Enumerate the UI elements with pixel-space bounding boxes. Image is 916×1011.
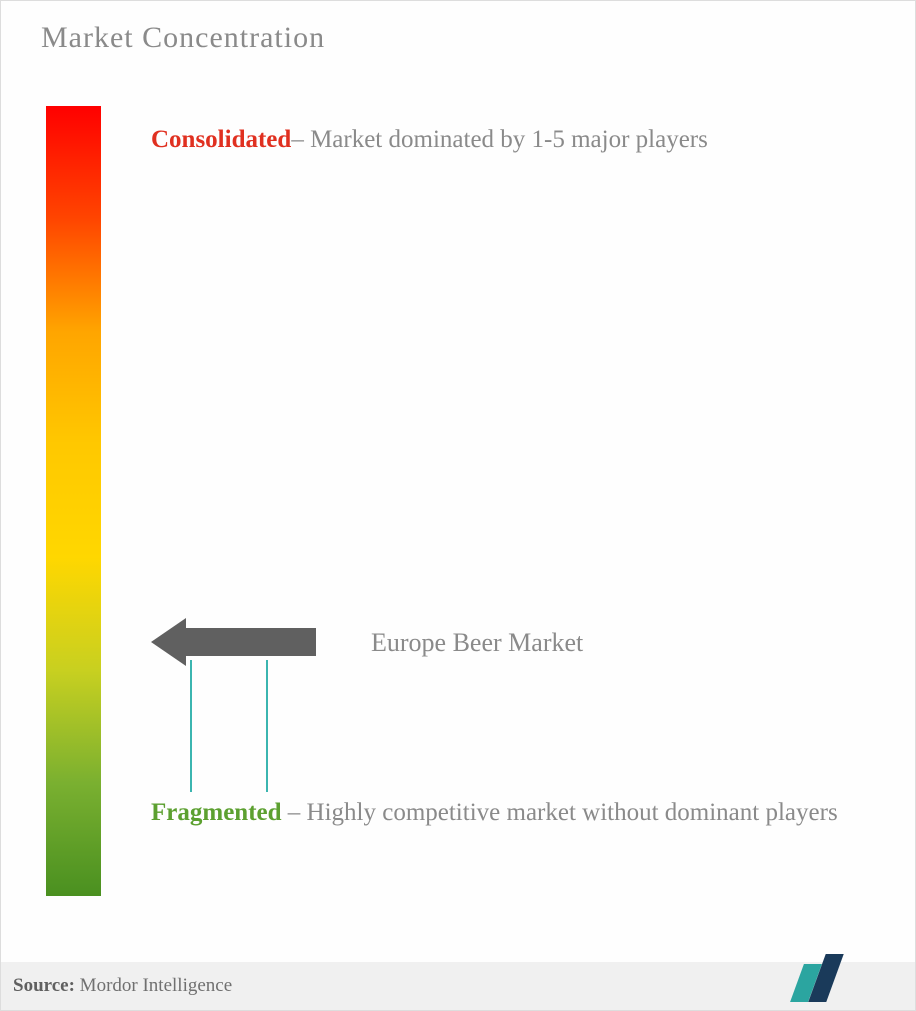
source-name: Mordor Intelligence xyxy=(75,975,232,996)
connector-line-1 xyxy=(190,660,192,792)
fragmented-detail: – Highly competitive market without domi… xyxy=(282,799,838,826)
source-footer: Source: Mordor Intelligence xyxy=(1,962,915,1010)
concentration-gradient-bar xyxy=(46,106,101,896)
consolidated-description: Consolidated– Market dominated by 1-5 ma… xyxy=(151,117,708,162)
company-logo-icon xyxy=(797,954,835,1002)
arrow-head-icon xyxy=(151,618,186,666)
fragmented-description: Fragmented – Highly competitive market w… xyxy=(151,783,838,843)
market-name-label: Europe Beer Market xyxy=(371,628,583,658)
source-text: Source: Mordor Intelligence xyxy=(13,975,232,997)
source-prefix: Source: xyxy=(13,975,75,996)
consolidated-label: Consolidated xyxy=(151,126,291,153)
consolidated-detail: – Market dominated by 1-5 major players xyxy=(291,126,708,153)
infographic-container: Market Concentration Consolidated– Marke… xyxy=(0,0,916,1011)
page-title: Market Concentration xyxy=(41,21,325,55)
fragmented-label: Fragmented xyxy=(151,799,282,826)
connector-line-2 xyxy=(266,660,268,792)
market-position-arrow xyxy=(151,618,316,666)
arrow-body xyxy=(186,628,316,656)
